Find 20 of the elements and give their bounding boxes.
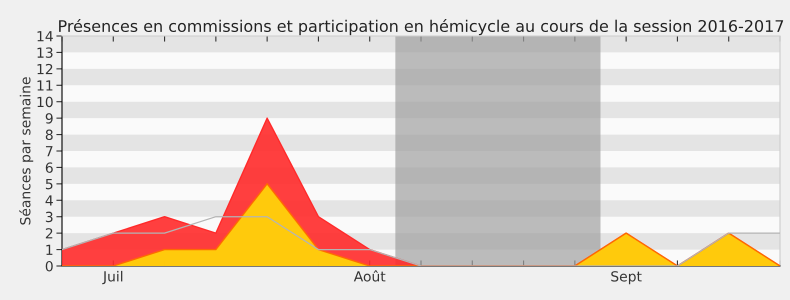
y-tick-label: 4 bbox=[46, 195, 53, 206]
y-tick-label: 10 bbox=[38, 96, 53, 108]
y-tick-label: 2 bbox=[46, 228, 52, 238]
x-tick-label: Sept bbox=[611, 271, 642, 284]
y-tick-label: 9 bbox=[46, 113, 53, 124]
y-tick-label: 11 bbox=[38, 80, 52, 91]
y-tick-label: 14 bbox=[38, 31, 53, 42]
y-tick-label: 3 bbox=[46, 212, 53, 222]
y-tick-label: 8 bbox=[46, 130, 53, 140]
y-tick-label: 7 bbox=[46, 146, 52, 156]
y-tick-label: 6 bbox=[46, 162, 53, 173]
y-axis-title: Séances par semaine bbox=[19, 77, 34, 225]
x-tick-label: Août bbox=[354, 270, 386, 282]
x-tick-label: Juil bbox=[102, 270, 122, 284]
y-tick-label: 5 bbox=[46, 179, 52, 190]
chart-title: Présences en commissions et participation en hémicycle au cours de la session 2016-2017 bbox=[59, 19, 784, 36]
y-tick-label: 0 bbox=[46, 260, 53, 272]
y-tick-label: 1 bbox=[46, 244, 52, 255]
y-tick-label: 12 bbox=[38, 64, 52, 74]
y-tick-label: 13 bbox=[38, 47, 53, 58]
